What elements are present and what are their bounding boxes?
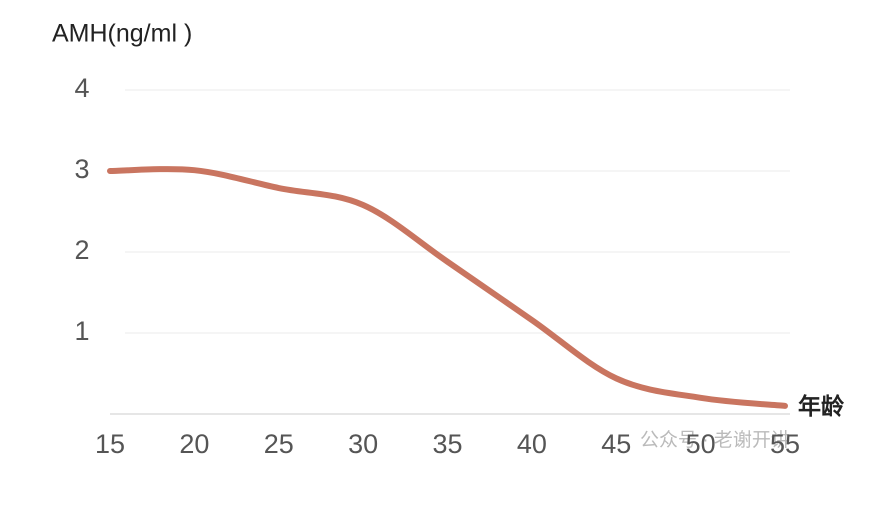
- watermark: 公众号 · 老谢开讲: [640, 429, 790, 451]
- x-tick-label: 40: [517, 429, 547, 459]
- x-axis-title: 年龄: [798, 393, 845, 419]
- y-tick-label: 1: [74, 316, 89, 346]
- x-tick-label: 45: [601, 429, 631, 459]
- x-tick-label: 50: [686, 429, 716, 459]
- x-tick-label: 30: [348, 429, 378, 459]
- line: [107, 166, 788, 409]
- x-tick-label: 35: [432, 429, 462, 459]
- y-tick-label: 4: [74, 73, 89, 103]
- y-axis-title: AMH(ng/ml ): [52, 20, 192, 48]
- x-tick-label: 15: [95, 429, 125, 459]
- x-tick-label: 20: [179, 429, 209, 459]
- x-tick-label: 55: [770, 429, 800, 459]
- x-tick-label: 25: [264, 429, 294, 459]
- y-tick-label: 3: [74, 154, 89, 184]
- y-tick-label: 2: [74, 235, 89, 265]
